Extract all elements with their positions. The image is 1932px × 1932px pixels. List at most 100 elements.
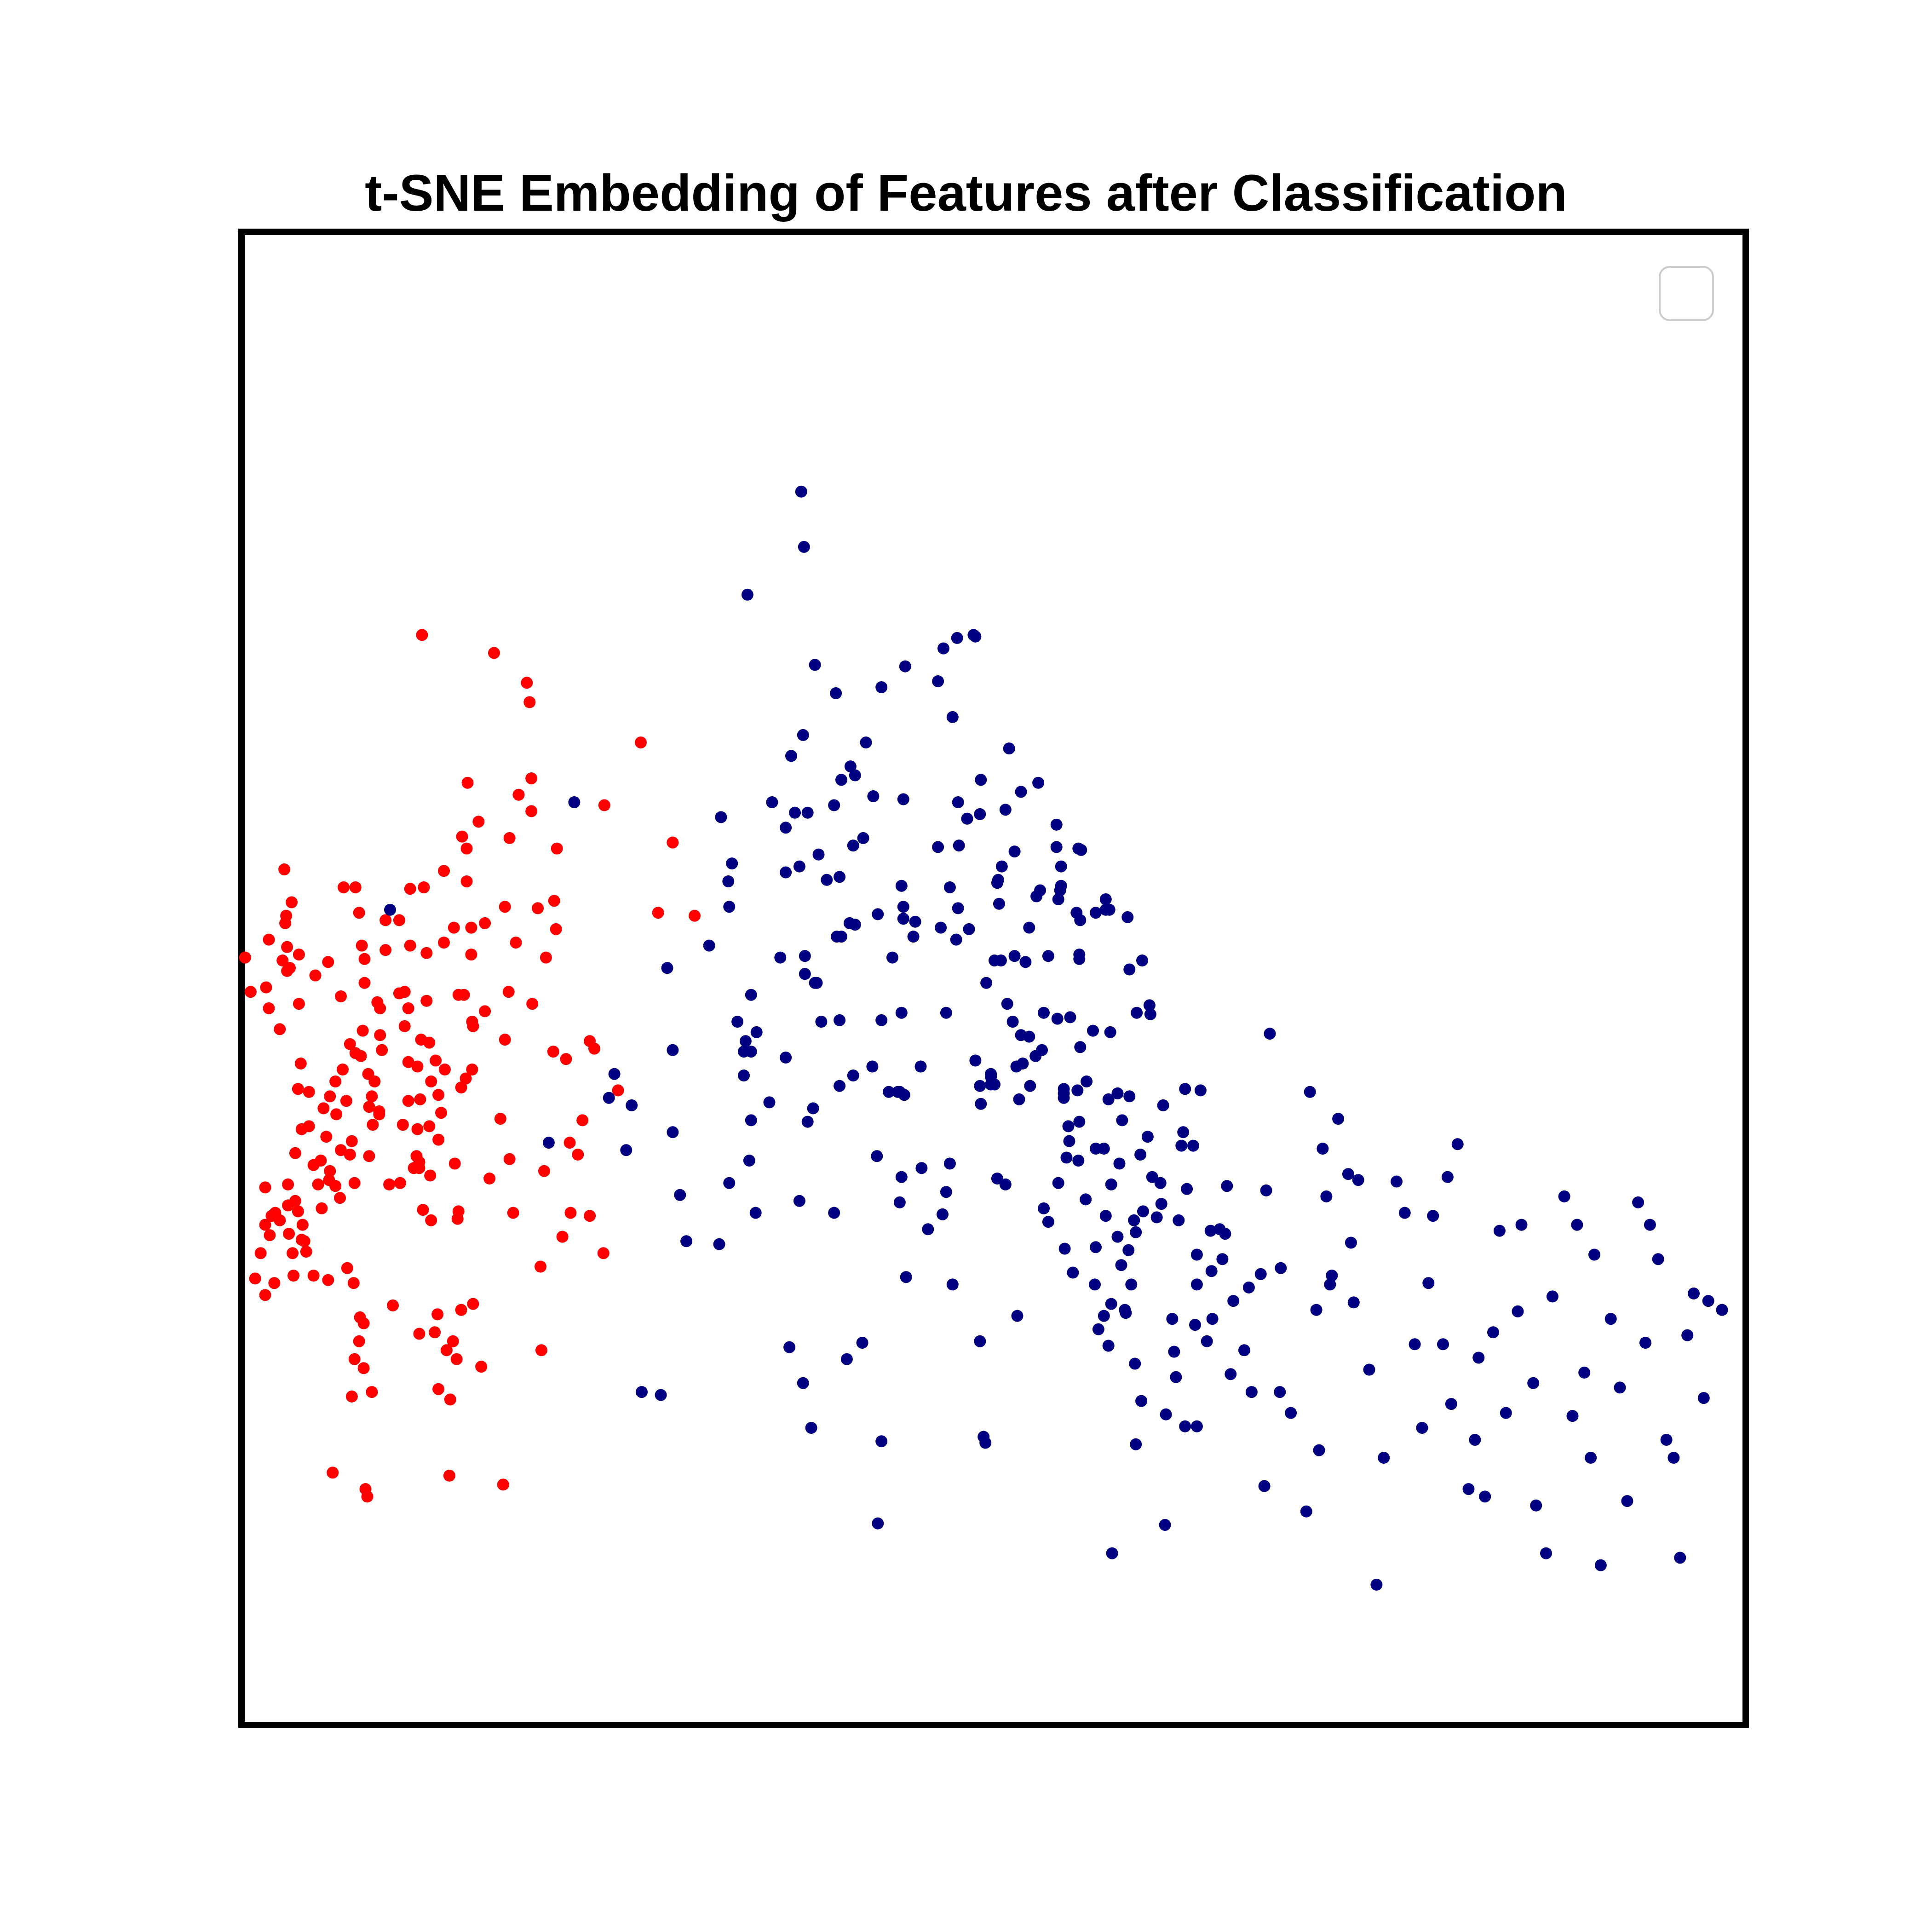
series-1-point-183 bbox=[1060, 1151, 1073, 1164]
series-1-point-29 bbox=[749, 1207, 762, 1219]
series-1-point-60 bbox=[830, 687, 842, 699]
series-0-point-193 bbox=[538, 1165, 550, 1177]
series-1-point-185 bbox=[1064, 1011, 1076, 1024]
series-0-point-125 bbox=[416, 629, 428, 641]
series-1-point-158 bbox=[1019, 956, 1032, 968]
series-1-point-262 bbox=[1190, 1420, 1203, 1432]
series-0-point-172 bbox=[479, 1005, 491, 1018]
series-1-point-85 bbox=[875, 1435, 888, 1448]
series-1-point-17 bbox=[722, 875, 735, 887]
series-0-point-57 bbox=[329, 1180, 342, 1192]
series-1-point-12 bbox=[674, 1189, 686, 1201]
series-1-point-11 bbox=[667, 1126, 679, 1138]
series-1-point-127 bbox=[974, 808, 986, 820]
series-1-point-220 bbox=[1105, 1298, 1117, 1310]
series-1-point-278 bbox=[1260, 1184, 1272, 1196]
series-1-point-222 bbox=[1116, 1114, 1128, 1127]
series-1-point-18 bbox=[726, 857, 738, 870]
series-1-point-118 bbox=[953, 840, 965, 852]
series-0-point-45 bbox=[309, 969, 322, 982]
series-1-point-38 bbox=[780, 822, 792, 834]
series-0-point-85 bbox=[358, 953, 371, 965]
series-1-point-298 bbox=[1370, 1578, 1383, 1591]
series-1-point-176 bbox=[1051, 1012, 1064, 1025]
series-1-point-166 bbox=[1034, 884, 1046, 897]
series-1-point-172 bbox=[1050, 841, 1063, 853]
series-1-point-87 bbox=[886, 951, 898, 964]
series-1-point-186 bbox=[1063, 1135, 1075, 1147]
series-0-point-35 bbox=[294, 1058, 307, 1070]
series-0-point-185 bbox=[521, 677, 533, 689]
legend-box bbox=[1659, 266, 1714, 321]
series-1-point-339 bbox=[1674, 1552, 1686, 1564]
series-0-point-188 bbox=[525, 772, 538, 784]
series-0-point-101 bbox=[380, 944, 392, 956]
series-0-point-196 bbox=[548, 895, 560, 907]
series-1-point-31 bbox=[745, 989, 757, 1001]
series-1-point-312 bbox=[1472, 1351, 1485, 1364]
series-0-point-140 bbox=[432, 1089, 445, 1101]
series-0-point-183 bbox=[510, 937, 522, 949]
series-1-point-338 bbox=[1668, 1452, 1680, 1464]
series-1-point-177 bbox=[1055, 880, 1067, 892]
series-1-point-71 bbox=[844, 760, 857, 773]
series-0-point-168 bbox=[467, 1020, 479, 1032]
series-1-point-213 bbox=[1106, 1547, 1118, 1559]
series-1-point-254 bbox=[1177, 1126, 1190, 1138]
series-0-point-213 bbox=[667, 836, 679, 849]
series-0-point-209 bbox=[598, 799, 610, 811]
series-0-point-75 bbox=[349, 881, 362, 893]
series-1-point-273 bbox=[1227, 1295, 1240, 1307]
series-1-point-2 bbox=[568, 796, 581, 808]
series-1-point-25 bbox=[741, 588, 753, 601]
series-0-point-120 bbox=[413, 1328, 426, 1340]
series-1-point-153 bbox=[1013, 1093, 1025, 1105]
series-1-point-6 bbox=[626, 1099, 638, 1111]
series-1-point-149 bbox=[1008, 950, 1021, 962]
series-0-point-178 bbox=[499, 1034, 511, 1046]
series-1-point-93 bbox=[897, 793, 909, 805]
series-0-point-200 bbox=[560, 1053, 572, 1065]
series-0-point-67 bbox=[344, 1149, 356, 1161]
series-1-point-270 bbox=[1219, 1228, 1231, 1240]
series-1-point-279 bbox=[1258, 1480, 1271, 1492]
series-1-point-114 bbox=[937, 642, 949, 655]
series-1-point-203 bbox=[1089, 1278, 1101, 1291]
series-1-point-204 bbox=[1090, 907, 1102, 919]
series-1-point-117 bbox=[951, 632, 963, 644]
series-1-point-142 bbox=[993, 897, 1005, 910]
series-1-point-280 bbox=[1264, 1028, 1276, 1040]
series-0-point-109 bbox=[398, 1020, 411, 1032]
series-0-point-197 bbox=[550, 923, 562, 935]
series-1-point-147 bbox=[1003, 742, 1015, 755]
series-1-point-218 bbox=[1111, 1230, 1124, 1243]
series-0-point-141 bbox=[435, 1107, 447, 1119]
series-1-point-99 bbox=[900, 1271, 912, 1283]
series-1-point-195 bbox=[1071, 1084, 1084, 1097]
series-0-point-32 bbox=[292, 1083, 304, 1095]
series-0-point-43 bbox=[307, 1270, 320, 1282]
series-1-point-245 bbox=[1154, 1177, 1167, 1189]
series-0-point-159 bbox=[460, 1072, 472, 1085]
series-0-point-206 bbox=[584, 1210, 596, 1222]
series-1-point-14 bbox=[703, 939, 715, 952]
series-1-point-223 bbox=[1123, 963, 1136, 976]
series-0-point-51 bbox=[322, 1274, 334, 1286]
series-1-point-107 bbox=[935, 921, 947, 934]
series-1-point-320 bbox=[1530, 1499, 1542, 1512]
series-0-point-158 bbox=[458, 989, 470, 1001]
series-1-point-306 bbox=[1437, 1338, 1449, 1351]
series-0-point-38 bbox=[296, 1219, 309, 1231]
series-1-point-221 bbox=[1113, 1157, 1126, 1170]
series-1-point-161 bbox=[1023, 921, 1035, 934]
series-0-point-189 bbox=[526, 998, 539, 1010]
series-1-point-318 bbox=[1515, 1219, 1528, 1231]
series-0-point-5 bbox=[259, 1219, 271, 1231]
series-1-point-344 bbox=[1716, 1304, 1728, 1316]
series-1-point-311 bbox=[1469, 1434, 1481, 1446]
series-0-point-100 bbox=[376, 1044, 388, 1056]
series-0-point-112 bbox=[402, 1056, 414, 1068]
series-1-point-108 bbox=[937, 1208, 949, 1220]
series-1-point-28 bbox=[743, 1155, 755, 1167]
series-1-point-119 bbox=[952, 796, 964, 808]
